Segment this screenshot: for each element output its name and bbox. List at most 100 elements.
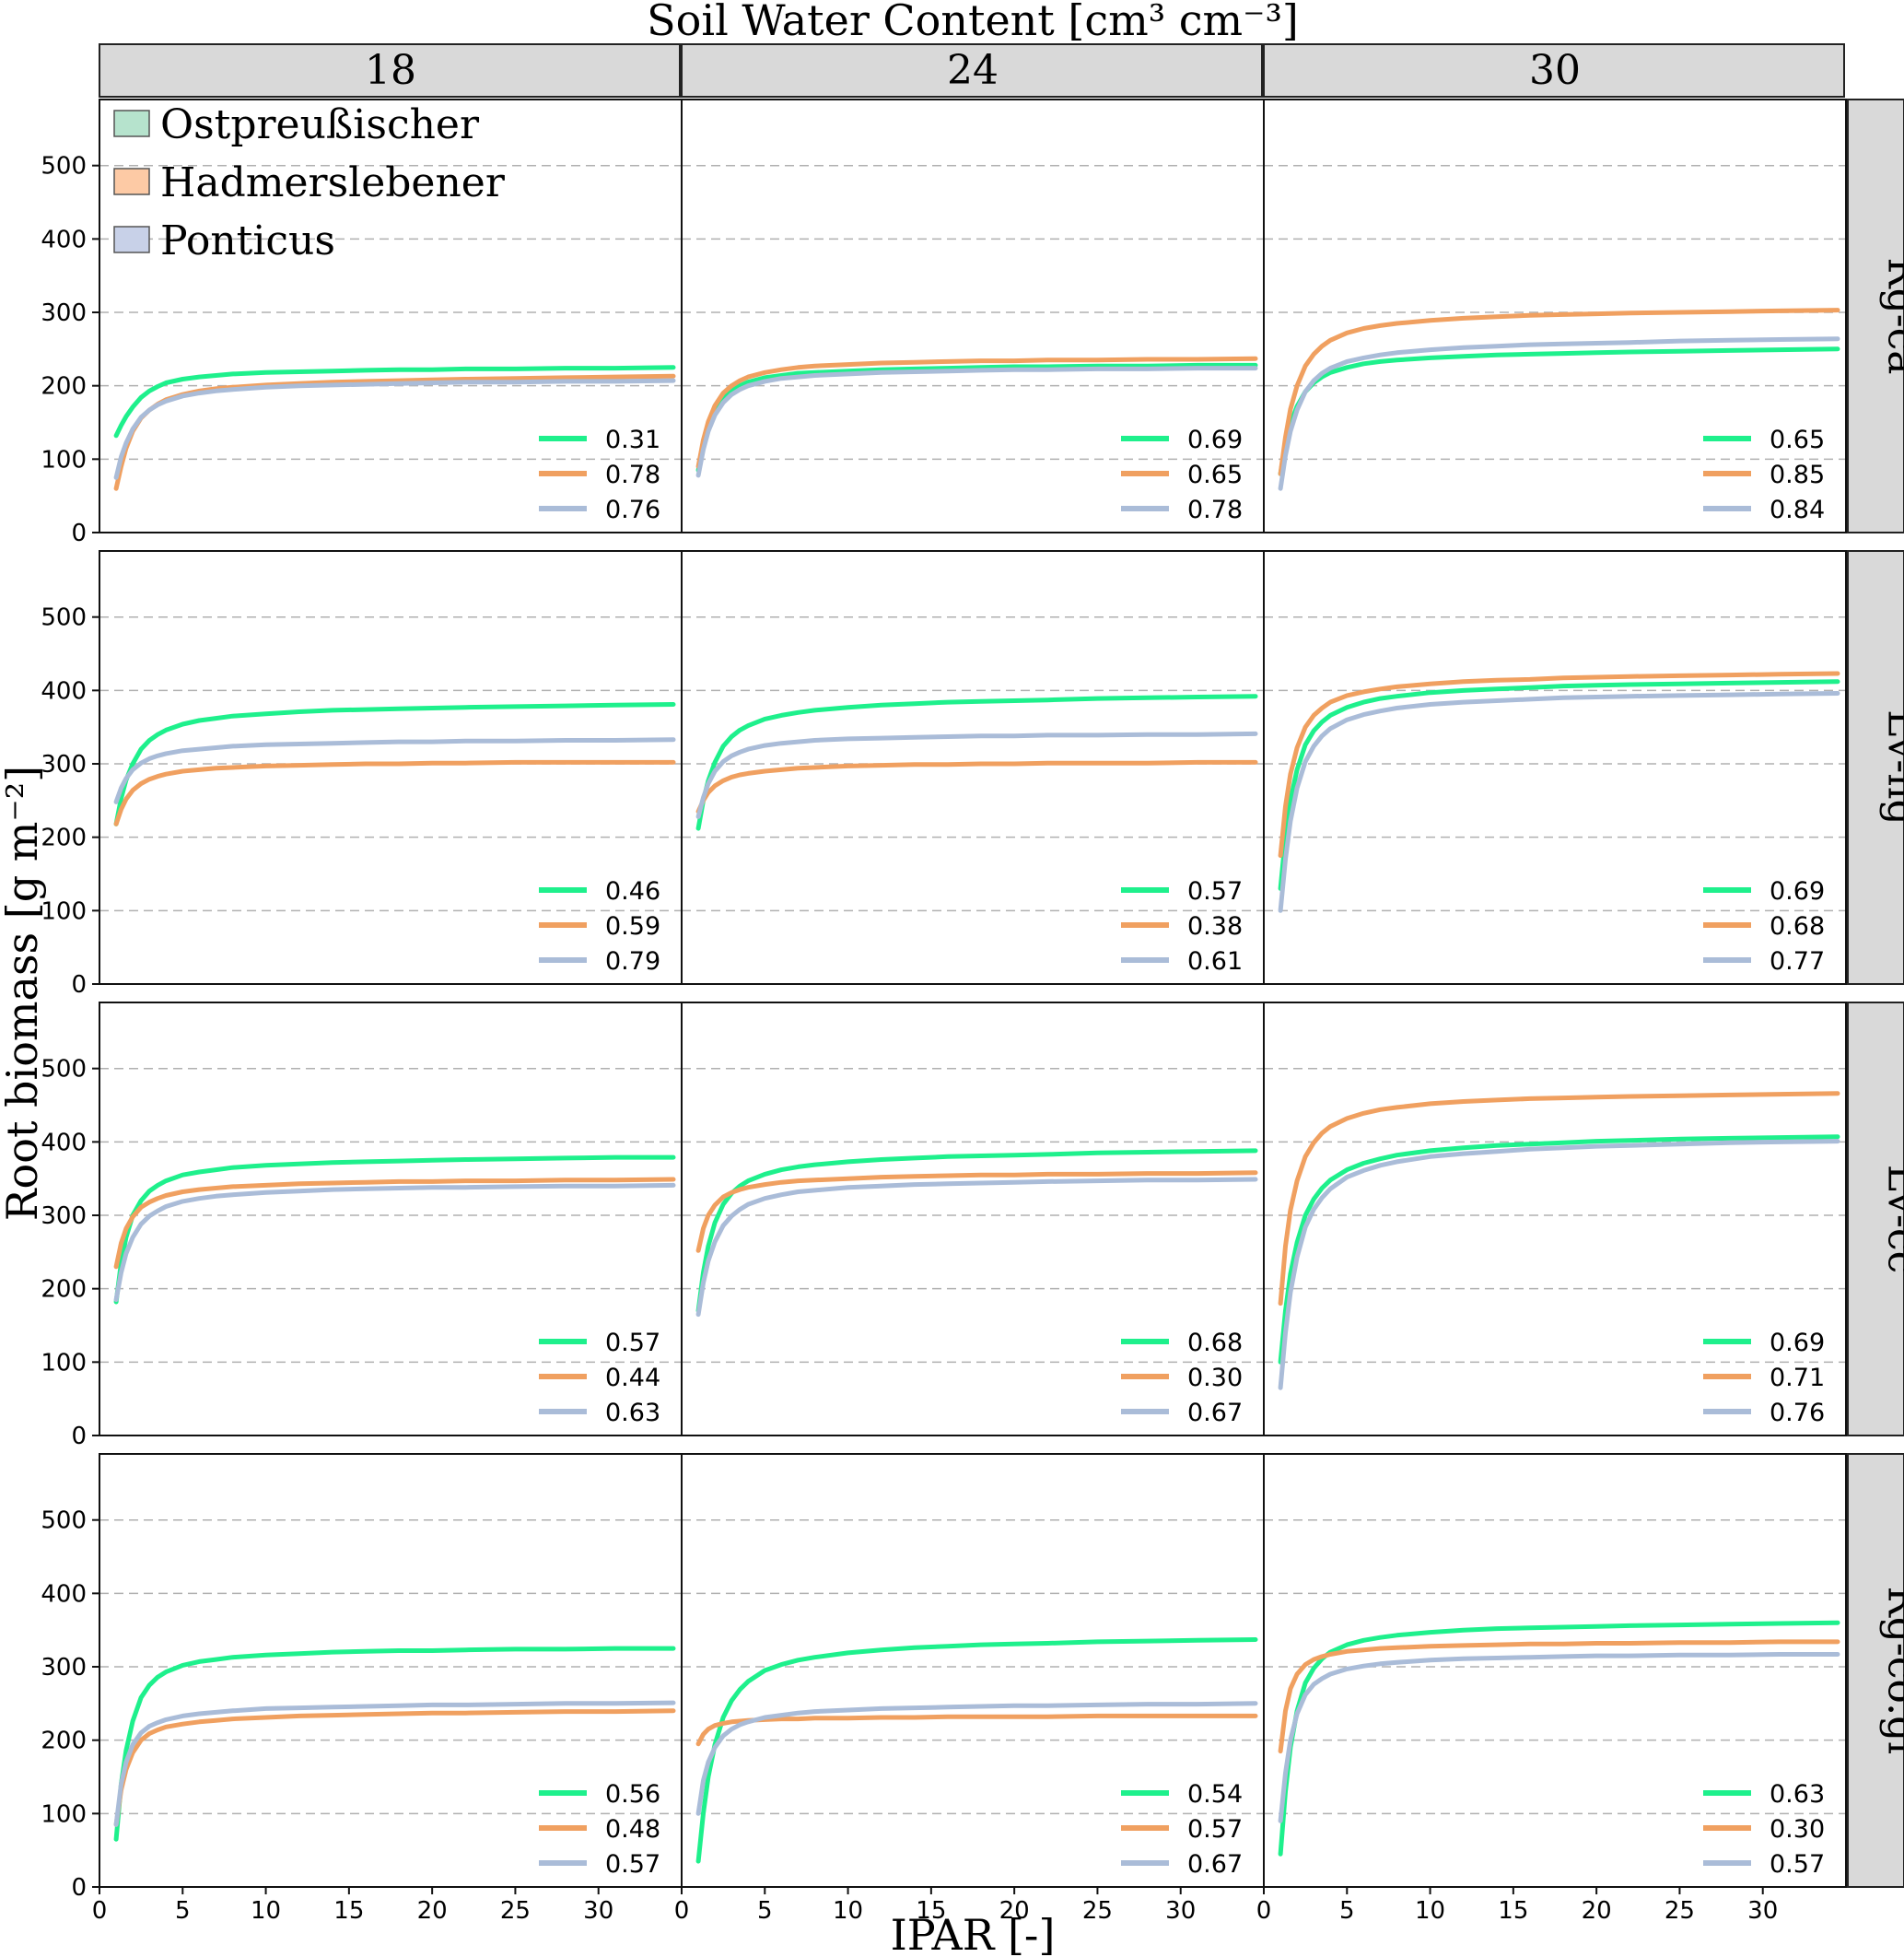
- x-tick-label: 30: [583, 1897, 613, 1925]
- panel-Lv-cc-18: 0.57 0.44 0.63: [99, 1002, 683, 1436]
- panel-Lv-ng-18: 0.46 0.59 0.79: [99, 550, 683, 985]
- row-strip-label: Rg-co.gl: [1879, 1587, 1904, 1755]
- column-strip-18: [99, 43, 681, 98]
- series-line-Hadmerslebener: [695, 759, 1258, 814]
- r2-value: 0.69: [1770, 1329, 1825, 1357]
- y-tick-label: 200: [41, 1276, 87, 1304]
- row-strip-label: Lv-cc: [1879, 1165, 1904, 1273]
- r2-value: 0.69: [1187, 426, 1243, 454]
- panel-Rg-co.gl-30: 0.63 0.30 0.57: [1263, 1453, 1847, 1888]
- r2-value: 0.57: [605, 1329, 660, 1357]
- x-tick-label: 0: [1256, 1897, 1272, 1925]
- y-tick-label: 100: [41, 1800, 87, 1828]
- y-tick-label: 400: [41, 1129, 87, 1156]
- r2-value: 0.77: [1770, 947, 1825, 976]
- panel-frame: [1263, 550, 1847, 985]
- panel-Rg-ca-30: 0.65 0.85 0.84: [1263, 99, 1847, 533]
- panel-background: [682, 551, 1264, 984]
- r2-value: 0.79: [605, 947, 660, 976]
- r2-value: 0.65: [1187, 461, 1243, 489]
- r2-value: 0.54: [1187, 1780, 1243, 1809]
- series-line-Hadmerslebener: [695, 1170, 1258, 1253]
- series-line-Hadmerslebener: [1278, 1091, 1840, 1307]
- panel-layer: 0.31 0.78 0.76 0.69 0.65 0.78 0.65 0.85 0.84 0.46…: [99, 99, 1847, 1888]
- y-tick-label: 0: [71, 1423, 87, 1450]
- r2-value: 0.44: [605, 1364, 660, 1392]
- panel-Lv-cc-24: 0.68 0.30 0.67: [681, 1002, 1265, 1436]
- panel-frame: [1263, 1453, 1847, 1888]
- y-tick-label: 100: [41, 897, 87, 925]
- legend-layer: Ostpreußischer Hadmerslebener Ponticus: [113, 101, 506, 264]
- row-strip-Rg-ca: [1847, 99, 1904, 533]
- series-line-Ponticus: [1278, 336, 1840, 491]
- row-strip-Lv-ng: [1847, 550, 1904, 985]
- panel-background: [99, 551, 682, 984]
- panel-Rg-co.gl-24: 0.54 0.57 0.67: [681, 1453, 1265, 1888]
- r2-value: 0.30: [1187, 1364, 1243, 1392]
- r2-value: 0.48: [605, 1815, 660, 1844]
- column-strip-30: [1263, 43, 1845, 98]
- r2-value: 0.59: [605, 912, 660, 941]
- legend-swatch: [113, 226, 150, 253]
- y-tick-label: 400: [41, 226, 87, 253]
- series-line-Ponticus: [695, 1177, 1258, 1318]
- panel-background: [1264, 1454, 1846, 1887]
- panel-Lv-ng-24: 0.57 0.38 0.61: [681, 550, 1265, 985]
- panel-background: [99, 1002, 682, 1436]
- y-tick-label: 300: [41, 299, 87, 327]
- series-line-Ostpreußischer: [695, 1637, 1258, 1864]
- series-line-Hadmerslebener: [695, 356, 1258, 469]
- series-line-Ponticus: [695, 366, 1258, 478]
- x-axis-title: IPAR [-]: [891, 1910, 1056, 1957]
- series-line-Hadmerslebener: [1278, 308, 1840, 476]
- panel-Rg-ca-24: 0.69 0.65 0.78: [681, 99, 1265, 533]
- r2-value: 0.68: [1187, 1329, 1243, 1357]
- x-tick-label: 5: [175, 1897, 191, 1925]
- series-line-Hadmerslebener: [1278, 1639, 1840, 1754]
- r2-value: 0.84: [1770, 496, 1825, 524]
- series-line-Ostpreußischer: [695, 1148, 1258, 1314]
- y-tick-label: 400: [41, 1580, 87, 1608]
- r2-value: 0.65: [1770, 426, 1825, 454]
- y-tick-label: 500: [41, 153, 87, 181]
- column-title: Soil Water Content [cm³ cm⁻³]: [647, 0, 1299, 45]
- series-line-Ostpreußischer: [113, 1646, 676, 1842]
- r2-value: 0.78: [1187, 496, 1243, 524]
- series-line-Ponticus: [695, 1701, 1258, 1816]
- row-strip-Lv-cc: [1847, 1002, 1904, 1436]
- y-tick-label: 200: [41, 1728, 87, 1755]
- series-line-Ponticus: [113, 378, 676, 480]
- series-line-Ponticus: [695, 731, 1258, 819]
- r2-value: 0.78: [605, 461, 660, 489]
- r2-value: 0.85: [1770, 461, 1825, 489]
- legend-entry: Hadmerslebener: [160, 159, 506, 206]
- x-tick-label: 25: [1665, 1897, 1695, 1925]
- r2-value: 0.67: [1187, 1850, 1243, 1879]
- r2-value: 0.63: [1770, 1780, 1825, 1809]
- axis-layer: 0100200300400500010020030040050001002003…: [0, 153, 1778, 1957]
- series-line-Hadmerslebener: [113, 1177, 676, 1270]
- column-strip-label: 18: [365, 47, 416, 94]
- column-strip-24: [681, 43, 1263, 98]
- x-tick-label: 10: [833, 1897, 863, 1925]
- y-tick-label: 0: [71, 1874, 87, 1902]
- series-line-Ostpreußischer: [1278, 1134, 1840, 1365]
- panel-background: [99, 100, 682, 533]
- y-tick-label: 500: [41, 604, 87, 632]
- panel-frame: [1263, 99, 1847, 533]
- x-tick-label: 0: [92, 1897, 108, 1925]
- x-tick-label: 30: [1165, 1897, 1196, 1925]
- x-tick-label: 20: [1582, 1897, 1612, 1925]
- series-line-Ponticus: [113, 1700, 676, 1827]
- panel-Lv-cc-30: 0.69 0.71 0.76: [1263, 1002, 1847, 1436]
- r2-value: 0.69: [1770, 877, 1825, 906]
- column-strip-label: 30: [1529, 47, 1581, 94]
- y-tick-label: 300: [41, 751, 87, 779]
- series-line-Ostpreußischer: [695, 362, 1258, 473]
- x-tick-label: 15: [1498, 1897, 1528, 1925]
- x-tick-label: 25: [500, 1897, 531, 1925]
- r2-value: 0.46: [605, 877, 660, 906]
- r2-value: 0.71: [1770, 1364, 1825, 1392]
- series-line-Ostpreußischer: [1278, 679, 1840, 891]
- x-tick-label: 30: [1747, 1897, 1778, 1925]
